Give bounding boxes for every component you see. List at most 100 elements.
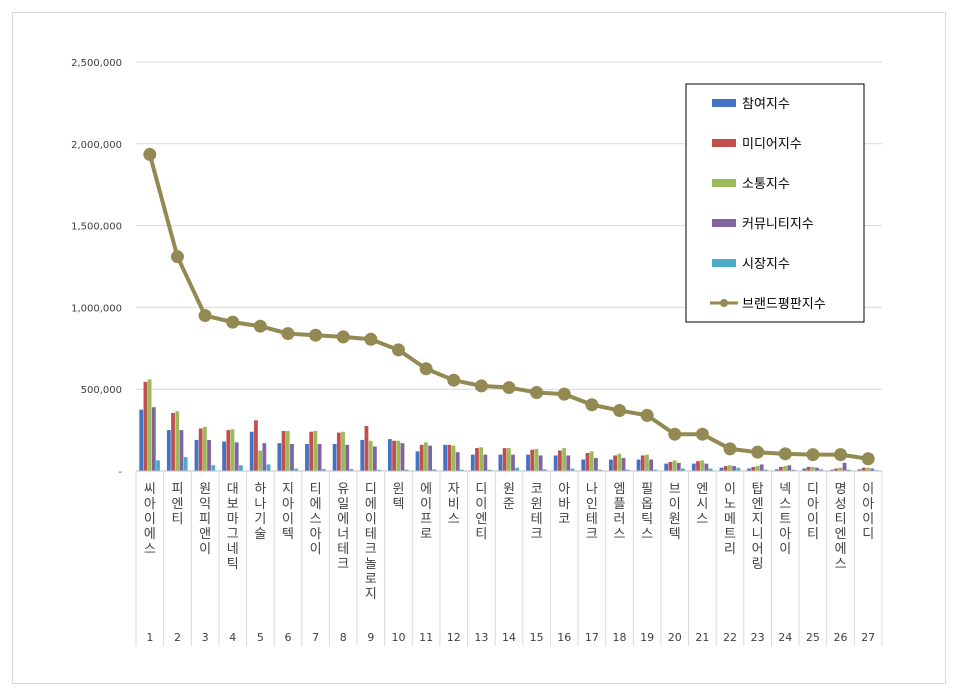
rank-label: 18 bbox=[613, 631, 627, 644]
bar bbox=[759, 464, 764, 471]
line-point bbox=[143, 147, 157, 161]
bar bbox=[341, 431, 345, 471]
bar bbox=[487, 469, 492, 471]
bar bbox=[249, 431, 254, 471]
rank-label: 10 bbox=[391, 631, 405, 644]
line-point bbox=[530, 385, 544, 399]
y-axis-tick-labels: - 500,000 1,000,000 1,500,000 2,000,000 2,500… bbox=[71, 58, 122, 478]
y-tick-label: 1,000,000 bbox=[71, 303, 122, 314]
rank-label: 26 bbox=[834, 631, 848, 644]
bar bbox=[294, 468, 299, 471]
bar bbox=[593, 457, 598, 471]
bar bbox=[530, 449, 535, 471]
legend-swatch bbox=[712, 259, 736, 267]
bar bbox=[415, 451, 420, 471]
rank-label: 19 bbox=[640, 631, 654, 644]
rank-label: 7 bbox=[312, 631, 319, 644]
bar bbox=[349, 469, 354, 471]
bar bbox=[870, 468, 875, 471]
bar bbox=[815, 467, 819, 471]
bar bbox=[202, 426, 207, 471]
bar bbox=[498, 454, 503, 471]
line-point bbox=[557, 387, 571, 401]
bar bbox=[226, 430, 231, 471]
bar bbox=[719, 467, 724, 471]
bar bbox=[309, 431, 314, 471]
bar bbox=[617, 453, 622, 471]
bar bbox=[613, 455, 618, 471]
chart-frame bbox=[12, 12, 946, 684]
bar bbox=[691, 463, 696, 471]
line-point bbox=[447, 373, 461, 387]
bar bbox=[566, 455, 571, 471]
bar bbox=[672, 460, 677, 471]
bar bbox=[621, 457, 626, 471]
bar bbox=[254, 420, 258, 471]
bar bbox=[751, 466, 756, 471]
legend-swatch bbox=[712, 99, 736, 107]
bar bbox=[171, 412, 175, 471]
bar bbox=[502, 448, 507, 471]
x-axis: 씨 아 이 에 스 피 엔 티 원 익 피 앤 이 대 보 마 그 네 틱 하 나 기 술 지 아 이 텍 티 에 스 아 이 유 일 에 너 테 크 디 에… bbox=[135, 470, 883, 646]
legend-label: 소통지수 bbox=[742, 177, 790, 192]
rank-label: 16 bbox=[557, 631, 571, 644]
line-point bbox=[474, 379, 488, 393]
bar bbox=[834, 468, 839, 471]
bar-series-5 bbox=[156, 457, 879, 471]
rank-label: 17 bbox=[585, 631, 599, 644]
bar bbox=[589, 451, 594, 471]
bar bbox=[147, 379, 152, 471]
bar bbox=[281, 430, 286, 471]
legend-swatch bbox=[712, 219, 736, 227]
bar bbox=[400, 443, 405, 471]
bar bbox=[387, 439, 392, 471]
line-point bbox=[309, 328, 323, 342]
bar bbox=[696, 461, 700, 471]
rank-label: 4 bbox=[229, 631, 236, 644]
bar bbox=[392, 440, 396, 471]
rank-label: 3 bbox=[202, 631, 209, 644]
bar bbox=[364, 426, 369, 471]
bar bbox=[763, 469, 768, 471]
bar bbox=[451, 445, 456, 471]
bar bbox=[479, 447, 484, 471]
bar bbox=[700, 460, 705, 471]
bar bbox=[313, 430, 318, 471]
legend-swatch bbox=[712, 139, 736, 147]
bar bbox=[640, 455, 645, 471]
bar bbox=[526, 454, 530, 471]
rank-label: 12 bbox=[447, 631, 461, 644]
y-tick-label: 500,000 bbox=[81, 385, 122, 396]
line-point bbox=[336, 330, 350, 344]
bar bbox=[708, 468, 713, 471]
line-point bbox=[668, 427, 682, 441]
bar-series-4 bbox=[151, 407, 875, 471]
line-point bbox=[695, 427, 709, 441]
rank-label: 25 bbox=[806, 631, 820, 644]
bar bbox=[598, 469, 602, 471]
bar bbox=[455, 452, 460, 471]
bar bbox=[755, 466, 760, 471]
bar bbox=[842, 462, 847, 471]
legend-label: 커뮤니티지수 bbox=[742, 217, 814, 232]
rank-label: 27 bbox=[861, 631, 875, 644]
line-point bbox=[253, 319, 267, 333]
rank-label: 14 bbox=[502, 631, 516, 644]
line-point bbox=[391, 343, 405, 357]
bar bbox=[653, 469, 658, 471]
legend-label: 브랜드평판지수 bbox=[742, 297, 826, 312]
bar bbox=[585, 453, 590, 471]
bar bbox=[428, 445, 433, 471]
bar bbox=[727, 465, 732, 471]
line-point bbox=[861, 452, 875, 466]
